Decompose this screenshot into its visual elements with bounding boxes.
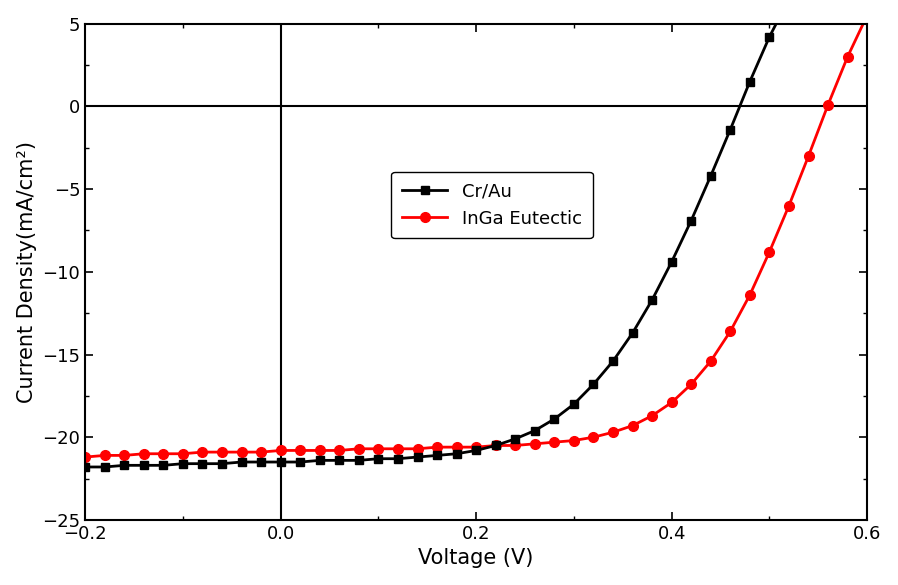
Cr/Au xyxy=(354,457,365,464)
Cr/Au xyxy=(549,415,559,422)
Cr/Au xyxy=(432,452,443,459)
Cr/Au xyxy=(471,447,481,454)
InGa Eutectic xyxy=(490,442,501,449)
InGa Eutectic xyxy=(842,53,853,60)
Cr/Au xyxy=(138,462,149,469)
Cr/Au xyxy=(647,297,657,304)
Legend: Cr/Au, InGa Eutectic: Cr/Au, InGa Eutectic xyxy=(392,171,593,238)
Cr/Au xyxy=(178,460,189,467)
InGa Eutectic xyxy=(295,447,305,454)
InGa Eutectic xyxy=(549,439,559,446)
Cr/Au xyxy=(334,457,345,464)
Cr/Au xyxy=(216,460,227,467)
InGa Eutectic xyxy=(764,249,775,256)
InGa Eutectic xyxy=(236,449,247,456)
InGa Eutectic xyxy=(803,153,814,160)
Cr/Au xyxy=(744,78,755,85)
Cr/Au xyxy=(627,329,638,336)
Cr/Au xyxy=(490,442,501,449)
InGa Eutectic xyxy=(256,449,267,456)
InGa Eutectic xyxy=(334,447,345,454)
InGa Eutectic xyxy=(197,449,207,456)
InGa Eutectic xyxy=(627,422,638,429)
Cr/Au xyxy=(256,459,267,466)
InGa Eutectic xyxy=(530,441,541,448)
Y-axis label: Current Density(mA/cm²): Current Density(mA/cm²) xyxy=(17,141,37,403)
InGa Eutectic xyxy=(373,445,383,452)
Cr/Au xyxy=(119,462,129,469)
InGa Eutectic xyxy=(510,442,521,449)
Cr/Au xyxy=(373,455,383,462)
InGa Eutectic xyxy=(784,202,795,209)
Cr/Au xyxy=(568,401,579,408)
InGa Eutectic xyxy=(138,450,149,457)
InGa Eutectic xyxy=(725,328,735,335)
Cr/Au xyxy=(725,126,735,133)
InGa Eutectic xyxy=(471,443,481,450)
Cr/Au xyxy=(412,453,423,460)
InGa Eutectic xyxy=(392,445,403,452)
Cr/Au xyxy=(80,463,91,470)
InGa Eutectic xyxy=(705,357,716,364)
InGa Eutectic xyxy=(216,449,227,456)
InGa Eutectic xyxy=(666,399,677,406)
InGa Eutectic xyxy=(686,381,697,388)
Cr/Au xyxy=(392,455,403,462)
InGa Eutectic xyxy=(80,453,91,460)
InGa Eutectic xyxy=(568,437,579,444)
Cr/Au xyxy=(764,33,775,40)
X-axis label: Voltage (V): Voltage (V) xyxy=(418,548,534,569)
Cr/Au xyxy=(608,357,619,364)
InGa Eutectic xyxy=(432,443,443,450)
Cr/Au xyxy=(451,450,462,457)
InGa Eutectic xyxy=(588,433,599,441)
Cr/Au xyxy=(588,381,599,388)
Cr/Au xyxy=(295,459,305,466)
Cr/Au xyxy=(158,462,169,469)
Cr/Au xyxy=(276,459,286,466)
InGa Eutectic xyxy=(119,452,129,459)
InGa Eutectic xyxy=(412,445,423,452)
InGa Eutectic xyxy=(276,447,286,454)
InGa Eutectic xyxy=(314,447,325,454)
InGa Eutectic xyxy=(823,101,833,108)
InGa Eutectic xyxy=(158,450,169,457)
InGa Eutectic xyxy=(744,291,755,298)
InGa Eutectic xyxy=(608,429,619,436)
Cr/Au xyxy=(510,435,521,442)
InGa Eutectic xyxy=(100,452,110,459)
Cr/Au xyxy=(784,0,795,2)
InGa Eutectic xyxy=(862,12,873,19)
InGa Eutectic xyxy=(354,445,365,452)
InGa Eutectic xyxy=(178,450,189,457)
Line: Cr/Au: Cr/Au xyxy=(81,0,871,471)
Line: InGa Eutectic: InGa Eutectic xyxy=(80,11,872,462)
InGa Eutectic xyxy=(451,443,462,450)
Cr/Au xyxy=(236,459,247,466)
Cr/Au xyxy=(705,173,716,180)
Cr/Au xyxy=(686,217,697,224)
Cr/Au xyxy=(197,460,207,467)
Cr/Au xyxy=(666,259,677,266)
Cr/Au xyxy=(100,463,110,470)
Cr/Au xyxy=(314,457,325,464)
InGa Eutectic xyxy=(647,412,657,419)
Cr/Au xyxy=(530,427,541,434)
